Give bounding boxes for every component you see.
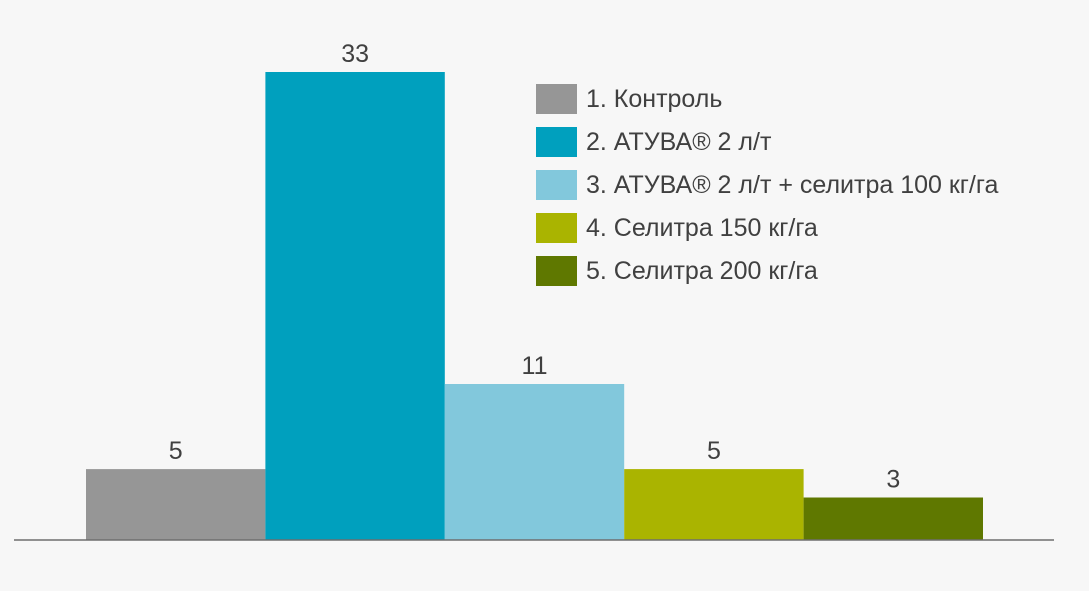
bar-1	[86, 469, 266, 540]
legend-item-4: 4. Селитра 150 кг/га	[536, 213, 998, 243]
legend-label-1: 1. Контроль	[586, 84, 723, 113]
data-label-3: 11	[522, 352, 548, 380]
legend-swatch-5	[536, 256, 577, 286]
bars-group	[86, 72, 983, 540]
legend-swatch-3	[536, 170, 577, 200]
legend-item-3: 3. АТУВА® 2 л/т + селитра 100 кг/га	[536, 170, 998, 200]
bar-3	[444, 384, 625, 540]
data-label-4: 5	[707, 437, 721, 465]
legend-label-2: 2. АТУВА® 2 л/т	[586, 127, 772, 156]
legend-swatch-1	[536, 84, 577, 114]
data-labels-group: 5 33 11 5 3	[169, 40, 901, 494]
bar-2	[265, 72, 445, 540]
data-label-5: 3	[886, 466, 900, 494]
legend-label-4: 4. Селитра 150 кг/га	[586, 213, 818, 242]
legend-label-3: 3. АТУВА® 2 л/т + селитра 100 кг/га	[586, 170, 999, 199]
data-label-1: 5	[169, 437, 183, 465]
data-label-2: 33	[341, 40, 369, 68]
legend-label-5: 5. Селитра 200 кг/га	[586, 256, 818, 285]
bar-5	[803, 497, 983, 540]
legend-swatch-2	[536, 127, 577, 157]
legend-item-2: 2. АТУВА® 2 л/т	[536, 127, 998, 157]
legend-item-5: 5. Селитра 200 кг/га	[536, 256, 998, 286]
legend-item-1: 1. Контроль	[536, 84, 998, 114]
legend-swatch-4	[536, 213, 577, 243]
bar-4	[624, 469, 804, 540]
legend: 1. Контроль 2. АТУВА® 2 л/т 3. АТУВА® 2 …	[536, 84, 998, 299]
